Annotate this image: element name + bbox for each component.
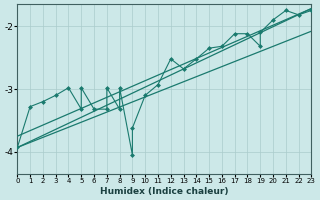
X-axis label: Humidex (Indice chaleur): Humidex (Indice chaleur) — [100, 187, 228, 196]
